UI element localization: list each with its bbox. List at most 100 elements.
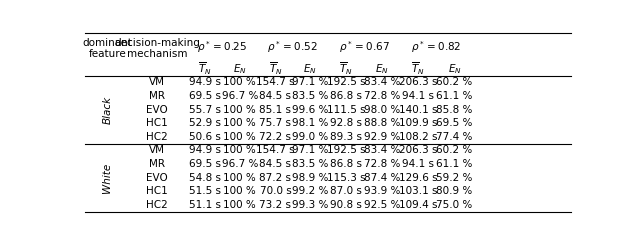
Text: VM: VM [149, 145, 165, 155]
Text: $E_N$: $E_N$ [447, 62, 461, 76]
Text: 100 %: 100 % [223, 132, 256, 142]
Text: 103.1 s: 103.1 s [399, 186, 438, 196]
Text: 72.2 s: 72.2 s [259, 132, 291, 142]
Text: 108.2 s: 108.2 s [399, 132, 438, 142]
Text: 99.2 %: 99.2 % [292, 186, 328, 196]
Text: 94.1 s: 94.1 s [403, 91, 435, 101]
Text: 69.5 s: 69.5 s [189, 159, 221, 169]
Text: $\overline{T}_N$: $\overline{T}_N$ [269, 61, 282, 77]
Text: 100 %: 100 % [223, 173, 256, 183]
Text: 100 %: 100 % [223, 118, 256, 128]
Text: 54.8 s: 54.8 s [189, 173, 221, 183]
Text: 85.1 s: 85.1 s [259, 105, 291, 115]
Text: 99.0 %: 99.0 % [292, 132, 328, 142]
Text: 109.9 s: 109.9 s [399, 118, 438, 128]
Text: 100 %: 100 % [223, 105, 256, 115]
Text: 192.5 s: 192.5 s [326, 77, 365, 87]
Text: 52.9 s: 52.9 s [189, 118, 221, 128]
Text: 61.1 %: 61.1 % [436, 91, 473, 101]
Text: $E_N$: $E_N$ [233, 62, 246, 76]
Text: 90.8 s: 90.8 s [330, 200, 362, 210]
Text: $\rho^* = 0.82$: $\rho^* = 0.82$ [411, 39, 461, 54]
Text: 59.2 %: 59.2 % [436, 173, 473, 183]
Text: 154.7 s: 154.7 s [256, 145, 295, 155]
Text: 73.2 s: 73.2 s [259, 200, 291, 210]
Text: 206.3 s: 206.3 s [399, 145, 438, 155]
Text: $\rho^* = 0.67$: $\rho^* = 0.67$ [339, 39, 389, 54]
Text: 99.3 %: 99.3 % [292, 200, 328, 210]
Text: 97.1 %: 97.1 % [292, 145, 328, 155]
Text: 77.4 %: 77.4 % [436, 132, 473, 142]
Text: 51.5 s: 51.5 s [189, 186, 221, 196]
Text: 83.5 %: 83.5 % [292, 159, 328, 169]
Text: 96.7 %: 96.7 % [221, 91, 258, 101]
Text: White: White [102, 163, 112, 193]
Text: 84.5 s: 84.5 s [259, 159, 291, 169]
Text: 70.0 s: 70.0 s [260, 186, 291, 196]
Text: $\overline{T}_N$: $\overline{T}_N$ [339, 61, 353, 77]
Text: VM: VM [149, 77, 165, 87]
Text: 83.4 %: 83.4 % [364, 77, 400, 87]
Text: 100 %: 100 % [223, 77, 256, 87]
Text: 92.9 %: 92.9 % [364, 132, 400, 142]
Text: 87.4 %: 87.4 % [364, 173, 400, 183]
Text: 89.3 s: 89.3 s [330, 132, 362, 142]
Text: 75.7 s: 75.7 s [259, 118, 291, 128]
Text: 86.8 s: 86.8 s [330, 159, 362, 169]
Text: EVO: EVO [146, 105, 168, 115]
Text: 86.8 s: 86.8 s [330, 91, 362, 101]
Text: $\rho^* = 0.25$: $\rho^* = 0.25$ [197, 39, 248, 54]
Text: 96.7 %: 96.7 % [221, 159, 258, 169]
Text: 94.9 s: 94.9 s [189, 77, 221, 87]
Text: 87.0 s: 87.0 s [330, 186, 362, 196]
Text: MR: MR [149, 91, 165, 101]
Text: 69.5 %: 69.5 % [436, 118, 473, 128]
Text: 111.5 s: 111.5 s [326, 105, 365, 115]
Text: 129.6 s: 129.6 s [399, 173, 438, 183]
Text: 75.0 %: 75.0 % [436, 200, 472, 210]
Text: 115.3 s: 115.3 s [326, 173, 365, 183]
Text: 55.7 s: 55.7 s [189, 105, 221, 115]
Text: 72.8 %: 72.8 % [364, 91, 400, 101]
Text: 80.9 %: 80.9 % [436, 186, 472, 196]
Text: 98.1 %: 98.1 % [292, 118, 328, 128]
Text: 192.5 s: 192.5 s [326, 145, 365, 155]
Text: $\rho^* = 0.52$: $\rho^* = 0.52$ [268, 39, 318, 54]
Text: 99.6 %: 99.6 % [292, 105, 328, 115]
Text: EVO: EVO [146, 173, 168, 183]
Text: 87.2 s: 87.2 s [259, 173, 291, 183]
Text: 88.8 %: 88.8 % [364, 118, 400, 128]
Text: 72.8 %: 72.8 % [364, 159, 400, 169]
Text: $\overline{T}_N$: $\overline{T}_N$ [198, 61, 212, 77]
Text: 51.1 s: 51.1 s [189, 200, 221, 210]
Text: 69.5 s: 69.5 s [189, 91, 221, 101]
Text: 100 %: 100 % [223, 145, 256, 155]
Text: HC1: HC1 [146, 118, 168, 128]
Text: 98.0 %: 98.0 % [364, 105, 400, 115]
Text: 94.9 s: 94.9 s [189, 145, 221, 155]
Text: HC1: HC1 [146, 186, 168, 196]
Text: HC2: HC2 [146, 132, 168, 142]
Text: 97.1 %: 97.1 % [292, 77, 328, 87]
Text: 98.9 %: 98.9 % [292, 173, 328, 183]
Text: 93.9 %: 93.9 % [364, 186, 400, 196]
Text: HC2: HC2 [146, 200, 168, 210]
Text: $E_N$: $E_N$ [375, 62, 389, 76]
Text: 61.1 %: 61.1 % [436, 159, 473, 169]
Text: 206.3 s: 206.3 s [399, 77, 438, 87]
Text: 50.6 s: 50.6 s [189, 132, 221, 142]
Text: 92.8 s: 92.8 s [330, 118, 362, 128]
Text: 83.5 %: 83.5 % [292, 91, 328, 101]
Text: 100 %: 100 % [223, 200, 256, 210]
Text: 94.1 s: 94.1 s [403, 159, 435, 169]
Text: Black: Black [102, 96, 112, 124]
Text: MR: MR [149, 159, 165, 169]
Text: 100 %: 100 % [223, 186, 256, 196]
Text: 83.4 %: 83.4 % [364, 145, 400, 155]
Text: 60.2 %: 60.2 % [436, 77, 472, 87]
Text: 92.5 %: 92.5 % [364, 200, 400, 210]
Text: $E_N$: $E_N$ [303, 62, 317, 76]
Text: 85.8 %: 85.8 % [436, 105, 473, 115]
Text: 84.5 s: 84.5 s [259, 91, 291, 101]
Text: 109.4 s: 109.4 s [399, 200, 438, 210]
